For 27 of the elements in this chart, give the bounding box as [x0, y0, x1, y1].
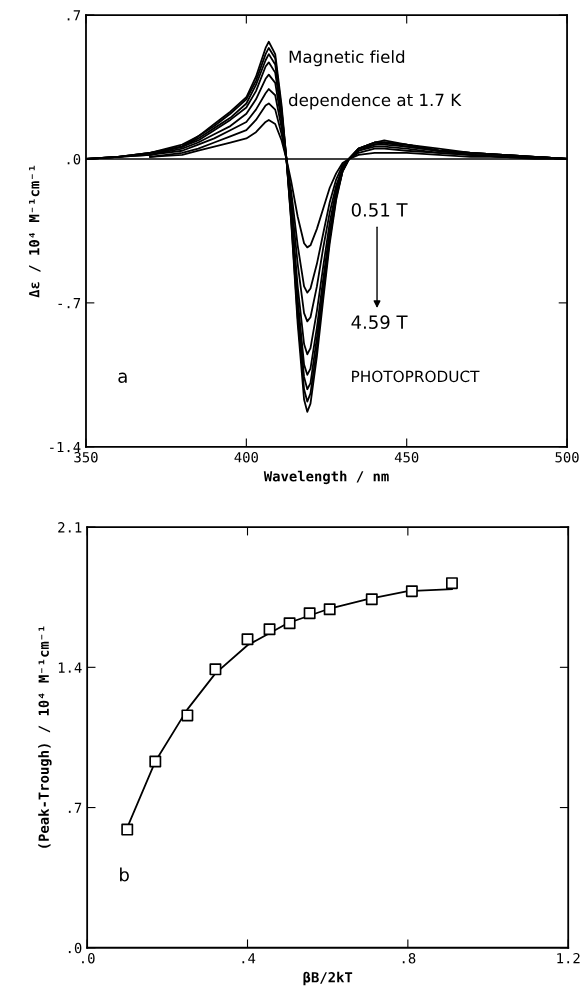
y-tick-label: 2.1 — [58, 522, 82, 533]
x-tick-label: .0 — [82, 952, 95, 964]
y-tick-label: .7 — [67, 10, 81, 21]
x-tick-label: 500 — [555, 451, 579, 463]
y-tick-label: -1.4 — [50, 441, 81, 453]
y-tick-label: .0 — [67, 153, 81, 165]
x-tick-label: 400 — [234, 451, 258, 463]
annotation: 0.51 T — [351, 203, 408, 217]
annotation: a — [118, 372, 127, 383]
annotation: b — [120, 867, 129, 882]
x-axis-title: Wavelength / nm — [263, 470, 389, 485]
annotation: PHOTOPRODUCT — [352, 370, 480, 383]
y-axis-title: Δε / 10⁴ M⁻¹cm⁻¹ — [28, 165, 41, 298]
x-tick-label: 1.2 — [557, 952, 580, 964]
y-tick-label: .0 — [68, 942, 82, 954]
annotation: dependence at 1.7 K — [288, 93, 462, 110]
y-tick-label: 1.4 — [58, 662, 82, 673]
y-tick-label: -.7 — [58, 298, 81, 309]
x-tick-label: .8 — [402, 952, 416, 964]
x-tick-label: 350 — [74, 451, 98, 463]
x-tick-label: .4 — [242, 953, 256, 964]
annotation: Magnetic field — [289, 50, 405, 67]
y-axis-title: (Peak-Trough) / 10⁴ M⁻¹cm⁻¹ — [38, 626, 52, 848]
x-axis-title: βB/2kT — [303, 971, 353, 986]
annotation: 4.59 T — [351, 315, 408, 329]
y-tick-label: .7 — [68, 802, 82, 813]
x-tick-label: 450 — [394, 451, 419, 463]
